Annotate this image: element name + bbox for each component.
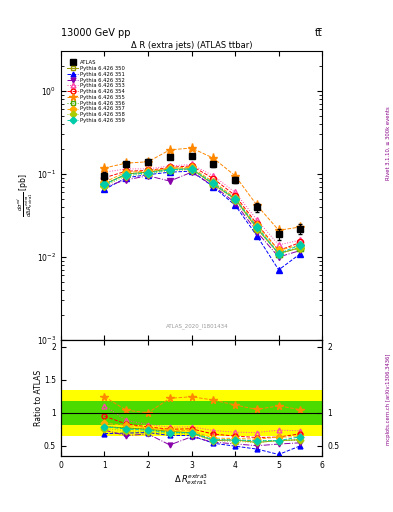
Title: Δ R (extra jets) (ATLAS ttbar): Δ R (extra jets) (ATLAS ttbar) [131, 41, 252, 50]
Text: mcplots.cern.ch [arXiv:1306.3436]: mcplots.cern.ch [arXiv:1306.3436] [386, 354, 391, 445]
X-axis label: $\Delta\,R^{extra3}_{extra1}$: $\Delta\,R^{extra3}_{extra1}$ [174, 472, 209, 487]
Text: tt̅: tt̅ [314, 28, 322, 38]
Text: Rivet 3.1.10, ≥ 300k events: Rivet 3.1.10, ≥ 300k events [386, 106, 391, 180]
Text: 13000 GeV pp: 13000 GeV pp [61, 28, 130, 38]
Y-axis label: Ratio to ATLAS: Ratio to ATLAS [33, 370, 42, 426]
Legend: ATLAS, Pythia 6.426 350, Pythia 6.426 351, Pythia 6.426 352, Pythia 6.426 353, P: ATLAS, Pythia 6.426 350, Pythia 6.426 35… [66, 59, 125, 123]
Text: ATLAS_2020_I1801434: ATLAS_2020_I1801434 [165, 323, 228, 329]
Y-axis label: $\frac{d\sigma^{nd}}{d\Delta R_{extra1}^{extra}}$ [pb]: $\frac{d\sigma^{nd}}{d\Delta R_{extra1}^… [15, 174, 35, 218]
